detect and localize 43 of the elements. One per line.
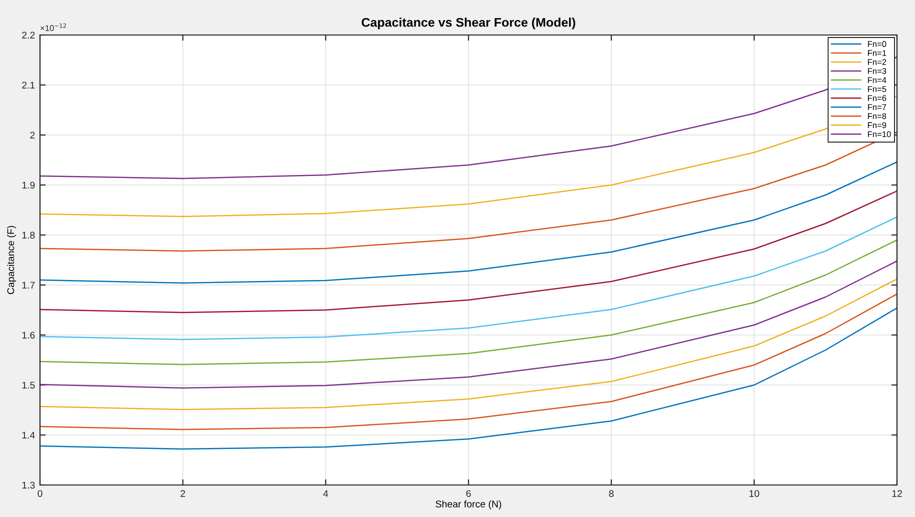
y-tick-label: 2 — [30, 132, 35, 139]
y-tick-label: 2.2 — [22, 32, 35, 39]
line-series — [40, 56, 897, 180]
legend-label: Fn=0 — [868, 41, 886, 47]
y-tick-label: 1.7 — [22, 282, 35, 289]
legend-label: Fn=9 — [868, 122, 886, 128]
y-tick-label: 1.3 — [22, 482, 35, 489]
y-tick-label: 2.1 — [22, 82, 35, 89]
text: ×10$^{−12}$ — [40, 23, 66, 32]
legend-label: Fn=4 — [868, 77, 886, 83]
legend-label: Fn=3 — [868, 68, 886, 74]
line-series — [40, 131, 897, 252]
y-tick-label: 1.4 — [22, 432, 35, 439]
line-series — [40, 161, 897, 284]
legend-label: Fn=2 — [868, 59, 886, 65]
line-series — [40, 307, 897, 450]
line-series — [40, 278, 897, 410]
legend-label: Fn=8 — [868, 113, 886, 120]
chart-title: Capacitance vs Shear Force (Model) — [362, 18, 576, 30]
y-tick-label: 1.5 — [22, 382, 35, 389]
legend-label: Fn=1 — [868, 50, 886, 56]
line-series — [40, 260, 897, 389]
legend-label: Fn=10 — [868, 131, 891, 138]
x-tick-label: 6 — [466, 490, 471, 497]
x-tick-label: 12 — [892, 490, 902, 497]
legend-label: Fn=6 — [868, 95, 886, 102]
x-axis-title: Shear force (N) — [436, 500, 502, 510]
line-series — [40, 293, 897, 430]
y-tick-label: 1.8 — [22, 232, 35, 239]
line-series — [40, 190, 897, 314]
x-tick-label: 0 — [38, 490, 42, 497]
legend-label: Fn=7 — [868, 104, 886, 110]
line-series — [40, 95, 897, 218]
y-tick-label: 1.6 — [22, 332, 35, 339]
y-tick-label: 1.9 — [22, 182, 35, 189]
x-tick-label: 8 — [609, 490, 614, 497]
line-series — [40, 216, 897, 340]
y-axis-title: Capacitance (F) — [7, 226, 16, 294]
x-tick-label: 4 — [323, 490, 328, 497]
x-tick-label: 2 — [180, 490, 186, 497]
line-series — [40, 239, 897, 366]
legend-label: Fn=5 — [868, 86, 886, 92]
x-tick-label: 10 — [750, 490, 760, 497]
